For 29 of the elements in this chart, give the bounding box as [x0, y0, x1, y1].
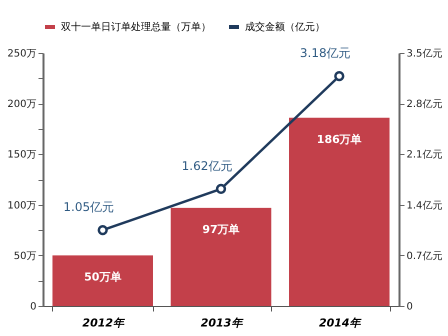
point: [216, 184, 226, 194]
data-label: 50万单: [84, 270, 122, 284]
data-label: 1.62亿元: [182, 158, 232, 173]
x-tick-label: 2012年: [82, 316, 126, 330]
y-tick-label: 0: [30, 302, 36, 312]
y2-tick-label: 3.5亿元: [406, 48, 442, 60]
bar: [52, 255, 153, 306]
y-tick-label: 50万: [14, 250, 36, 262]
y-tick-label: 250万: [7, 48, 36, 60]
data-label: 97万单: [202, 222, 240, 236]
legend-label: 双十一单日订单处理总量（万单）: [61, 21, 211, 33]
bar: [289, 118, 390, 306]
y2-tick-label: 1.4亿元: [406, 200, 442, 212]
y2-tick-label: 2.1亿元: [406, 150, 442, 161]
y-tick-label: 200万: [7, 99, 36, 110]
point: [334, 71, 344, 82]
y2-tick-label: 0: [406, 302, 413, 312]
data-label: 1.05亿元: [63, 200, 114, 214]
x-tick-label: 2014年: [318, 316, 363, 330]
data-label: 3.18亿元: [300, 46, 351, 60]
y2-tick-label: 2.8亿元: [406, 99, 442, 110]
y2-tick-label: 0.7亿元: [406, 250, 442, 262]
y-tick-label: 150万: [7, 150, 36, 161]
x-tick-label: 2013年: [200, 316, 244, 330]
data-label: 186万单: [316, 132, 362, 146]
point: [98, 224, 108, 236]
bar: [170, 208, 272, 306]
y-tick-label: 100万: [7, 200, 36, 212]
legend-label: 成交金额（亿元）: [245, 21, 325, 33]
